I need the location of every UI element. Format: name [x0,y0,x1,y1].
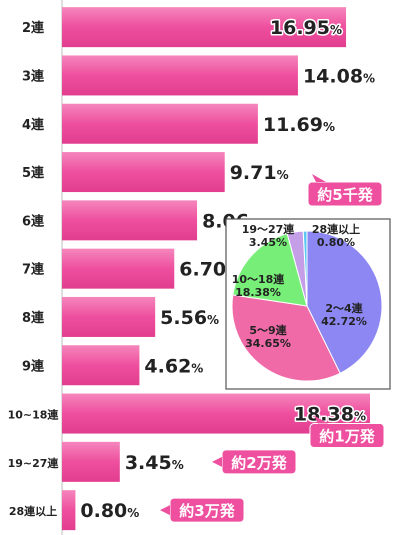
value-label: 3.45% [125,452,184,474]
value-label: 4.62% [144,355,203,377]
value-label: 9.71% [230,162,289,184]
bar [62,200,198,241]
callout-tag: 約2万発 [212,449,297,475]
pie-slice [232,233,308,307]
value-label: 14.08% [303,65,375,87]
value-label: 5.56% [160,307,219,329]
pie-slice [231,294,341,382]
bar [62,345,140,386]
bar [62,441,120,482]
value-label: 0.80% [80,500,139,522]
pie-slice [306,230,383,374]
category-label: 3連 [22,68,45,84]
pie-slice [302,230,308,307]
value-label: 18.38% [294,404,366,426]
value-label: 11.69% [263,114,335,136]
bar [62,7,347,48]
category-label: 19~27連 [8,456,60,470]
pie-slice-label: 28連以上 [312,222,360,236]
pie-slice-value: 42.72% [321,315,367,328]
callout-tag: 約1万発 [309,415,385,449]
callout-tag: 約3万発 [160,497,245,523]
category-label: 5連 [22,165,45,181]
category-label: 10~18連 [8,408,60,422]
category-label: 6連 [22,213,45,229]
bar [62,152,225,193]
pie-slice-label: 2〜4連 [325,301,363,315]
callout-text: 約2万発 [231,454,287,472]
bar [62,296,156,337]
pie-slice-label: 10〜18連 [232,272,286,286]
category-label: 2連 [22,20,45,36]
pie-slice-label: 5〜9連 [249,323,287,337]
value-label: 16.95% [270,17,342,39]
category-label: 4連 [22,117,45,133]
bar [62,248,175,289]
pie-slice-value: 0.80% [317,236,355,249]
pie-slice-value: 3.45% [249,236,287,249]
pie-slice-value: 34.65% [245,337,291,350]
pie-slice-label: 19〜27連 [242,222,296,236]
category-label: 7連 [22,262,45,278]
bar [62,55,298,96]
category-label: 28連以上 [9,504,57,518]
callout-text: 約5千発 [317,186,373,204]
callout-tag: 約5千発 [307,174,383,207]
pie-slice-value: 18.38% [235,286,281,299]
bar-chart: 2連16.95%3連14.08%4連11.69%5連9.71%6連8.06%7連… [8,0,385,535]
bar [62,490,76,531]
callout-text: 約1万発 [319,428,375,446]
category-label: 9連 [22,358,45,374]
category-label: 8連 [22,310,45,326]
bar [62,103,258,144]
callout-text: 約3万発 [179,502,235,520]
